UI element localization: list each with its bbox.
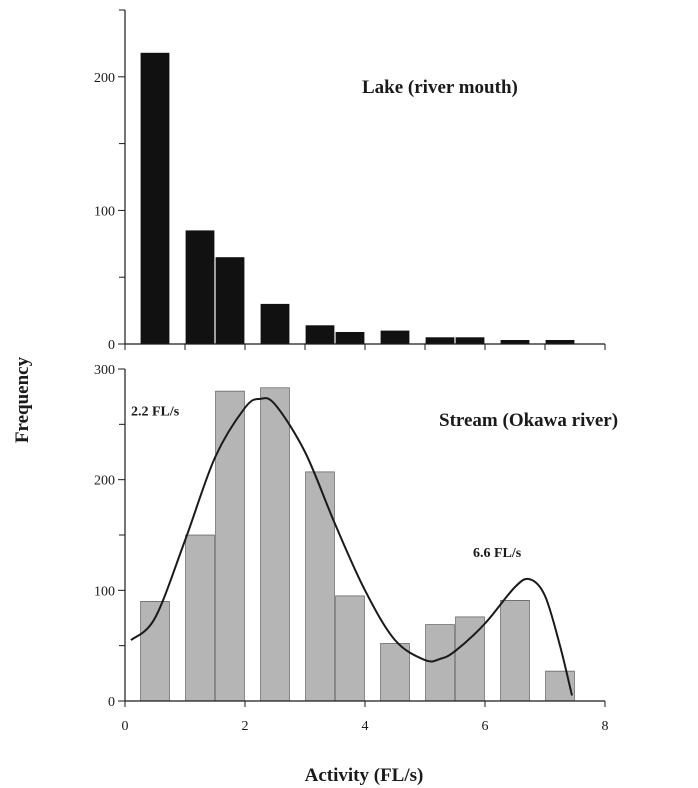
bar-lake-5 [335, 332, 365, 344]
bar-lake-9 [500, 340, 530, 344]
x-axis-title: Activity (FL/s) [305, 765, 424, 786]
bar-lake-7 [425, 337, 455, 344]
x-tick-label-2: 2 [242, 719, 249, 734]
stream-bars [140, 387, 575, 702]
y-tick-label-100: 100 [94, 584, 115, 599]
y-tick-label-200: 200 [94, 71, 115, 86]
bar-stream-9 [500, 599, 530, 702]
bar-stream-4 [305, 471, 335, 702]
bar-stream-8 [455, 616, 485, 702]
x-tick-label-8: 8 [602, 719, 609, 734]
lake-panel-title: Lake (river mouth) [362, 77, 518, 98]
stream-panel-title: Stream (Okawa river) [439, 410, 618, 431]
lake-ticks: 0 100 200 [94, 9, 606, 353]
y-tick-label-0: 0 [108, 695, 115, 710]
x-tick-label-4: 4 [362, 719, 369, 734]
stream-histogram-panel: 0 100 200 300 0 2 4 6 8 Stream (Okawa river) 2.2… [94, 363, 618, 734]
y-tick-label-200: 200 [94, 474, 115, 489]
bar-lake-2 [215, 257, 245, 344]
peak-label-second: 6.6 FL/s [473, 546, 522, 561]
y-tick-label-0: 0 [108, 338, 115, 353]
peak-label-first: 2.2 FL/s [131, 405, 180, 420]
x-tick-label-6: 6 [482, 719, 489, 734]
bar-lake-1 [185, 230, 215, 344]
bar-stream-2 [215, 390, 245, 702]
y-tick-label-300: 300 [94, 363, 115, 378]
bar-lake-3 [260, 303, 290, 344]
bar-stream-5 [335, 595, 365, 702]
y-axis-title: Frequency [12, 356, 33, 443]
bar-lake-10 [545, 340, 575, 344]
bar-lake-8 [455, 337, 485, 344]
lake-histogram-panel: 0 100 200 Lake (river mouth) [94, 9, 606, 353]
bar-stream-1 [185, 534, 215, 702]
stream-bimodal-fit-curve [130, 397, 573, 696]
bar-lake-6 [380, 330, 410, 344]
y-tick-label-100: 100 [94, 204, 115, 219]
bar-stream-3 [260, 387, 290, 702]
x-tick-label-0: 0 [122, 719, 129, 734]
bar-stream-7 [425, 624, 455, 702]
bar-stream-6 [380, 643, 410, 702]
bar-lake-0 [140, 52, 170, 345]
lake-bars [140, 52, 575, 345]
bar-lake-4 [305, 325, 335, 344]
stream-ticks: 0 100 200 300 0 2 4 6 8 [94, 363, 609, 734]
